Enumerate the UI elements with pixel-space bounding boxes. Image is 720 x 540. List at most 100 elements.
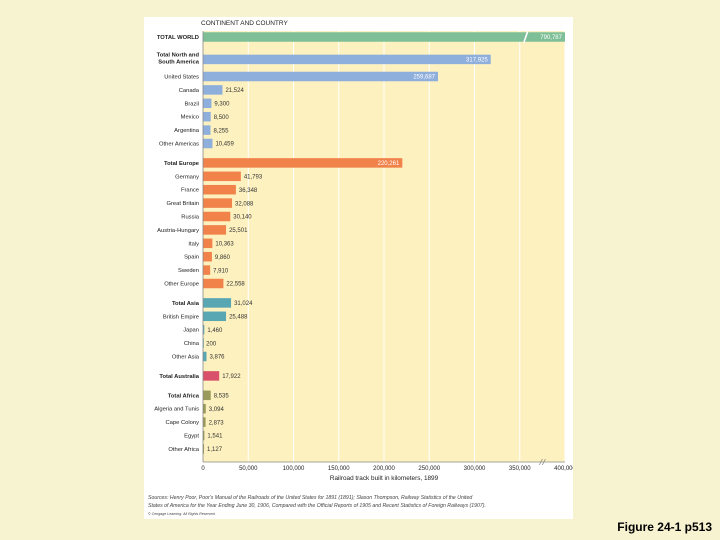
bar-algeria-and-tunis bbox=[203, 403, 206, 414]
value-label: 3,094 bbox=[209, 407, 225, 413]
x-tick-label: 150,000 bbox=[328, 466, 350, 472]
bar-egypt bbox=[203, 430, 205, 441]
value-label: 10,459 bbox=[215, 142, 234, 148]
bar-italy bbox=[203, 238, 213, 249]
bar-cape-colony bbox=[203, 417, 206, 427]
row-label: British Empire bbox=[163, 314, 199, 320]
figure-caption: Figure 24-1 p513 bbox=[617, 520, 712, 534]
x-tick-label: 350,000 bbox=[509, 466, 531, 472]
row-label: TOTAL WORLD bbox=[157, 35, 199, 41]
figure-panel: CONTINENT AND COUNTRY TOTAL WORLD 790,787 T… bbox=[144, 17, 573, 519]
bar-other-americas bbox=[203, 138, 213, 149]
value-label: 1,460 bbox=[207, 328, 223, 334]
value-label: 22,558 bbox=[226, 282, 245, 288]
bar-total-africa bbox=[203, 390, 211, 401]
row-label: Germany bbox=[175, 174, 199, 180]
x-tick-label: 0 bbox=[201, 466, 205, 472]
value-label: 9,300 bbox=[214, 102, 230, 108]
x-tick-label: 250,000 bbox=[418, 466, 440, 472]
bar-other-asia bbox=[203, 351, 207, 362]
value-label: 1,541 bbox=[207, 434, 223, 440]
bar-russia bbox=[203, 211, 231, 222]
value-label: 10,363 bbox=[215, 242, 234, 248]
x-axis-break-mark bbox=[539, 458, 543, 466]
value-label: 317,925 bbox=[466, 58, 488, 64]
x-tick-label: 50,000 bbox=[239, 466, 258, 472]
row-label: Other Asia bbox=[172, 355, 200, 361]
bar-brazil bbox=[203, 98, 212, 109]
row-label: China bbox=[184, 341, 200, 347]
bar-total-asia bbox=[203, 298, 232, 308]
row-label: Algeria and Tunis bbox=[154, 407, 199, 413]
row-label: Cape Colony bbox=[165, 420, 199, 426]
value-label: 8,255 bbox=[213, 128, 229, 134]
value-label: 8,500 bbox=[214, 115, 230, 121]
row-label: United States bbox=[164, 75, 199, 81]
value-label: 220,261 bbox=[378, 161, 400, 167]
row-label: Egypt bbox=[184, 434, 199, 440]
value-label: 32,088 bbox=[235, 201, 254, 207]
value-label: 25,488 bbox=[229, 315, 248, 321]
value-label: 7,910 bbox=[213, 268, 229, 274]
bar-other-africa bbox=[203, 444, 205, 454]
railroad-bar-chart: CONTINENT AND COUNTRY TOTAL WORLD 790,787 T… bbox=[148, 20, 573, 516]
row-label: Japan bbox=[183, 328, 199, 334]
bar-great-britain bbox=[203, 198, 233, 208]
value-label: 9,860 bbox=[215, 255, 231, 261]
row-label: Total Asia bbox=[172, 301, 200, 307]
bar-total-australia bbox=[203, 371, 220, 381]
value-label: 200 bbox=[206, 341, 217, 347]
value-label: 31,024 bbox=[234, 301, 253, 307]
row-label: Other Europe bbox=[164, 282, 199, 288]
bar-austria-hungary bbox=[203, 225, 227, 235]
bar-canada bbox=[203, 85, 223, 95]
row-label: Total Africa bbox=[168, 393, 200, 399]
bar-spain bbox=[203, 251, 212, 262]
value-label: 3,876 bbox=[210, 355, 226, 361]
value-label: 36,348 bbox=[239, 188, 258, 194]
row-label: Mexico bbox=[181, 115, 199, 121]
row-label: Total North and bbox=[157, 52, 200, 58]
row-label: Sweden bbox=[178, 268, 199, 274]
x-tick-label: 100,000 bbox=[283, 466, 305, 472]
row-label: Canada bbox=[179, 88, 200, 94]
row-label: Other Africa bbox=[168, 447, 199, 453]
bar-british-empire bbox=[203, 311, 227, 322]
row-label: Great Britain bbox=[166, 201, 199, 207]
row-label: Total Australia bbox=[159, 374, 199, 380]
value-label: 30,140 bbox=[233, 215, 252, 221]
x-axis-label: Railroad track built in kilometers, 1899 bbox=[330, 475, 439, 482]
x-tick-label: 300,000 bbox=[464, 466, 486, 472]
bar-other-europe bbox=[203, 278, 224, 289]
value-label: 790,787 bbox=[540, 35, 562, 41]
row-label: Russia bbox=[181, 215, 199, 221]
bar-total-europe bbox=[203, 158, 403, 168]
row-label: Italy bbox=[188, 241, 199, 247]
chart-title: CONTINENT AND COUNTRY bbox=[201, 20, 288, 27]
x-axis-break-mark bbox=[542, 458, 546, 466]
value-label: 8,535 bbox=[214, 394, 230, 400]
bar-germany bbox=[203, 171, 241, 182]
bar-total-north-and bbox=[203, 54, 491, 65]
value-label: 259,687 bbox=[413, 75, 435, 81]
source-line: States of America for the Year Ending Ju… bbox=[148, 503, 486, 509]
bar-argentina bbox=[203, 125, 211, 135]
value-label: 21,524 bbox=[225, 88, 244, 94]
row-label: Other Americas bbox=[159, 142, 199, 148]
bar-total-world bbox=[203, 32, 565, 42]
row-label: France bbox=[181, 188, 199, 194]
bar-france bbox=[203, 184, 236, 195]
row-label: Brazil bbox=[185, 101, 200, 107]
bar-united-states bbox=[203, 71, 439, 82]
bar-japan bbox=[203, 324, 205, 335]
x-tick-label-last: 400,000 bbox=[554, 466, 573, 472]
value-label: 41,793 bbox=[244, 175, 263, 181]
row-label: Argentina bbox=[174, 128, 200, 134]
row-label: Austria-Hungary bbox=[157, 228, 199, 234]
row-label: Total Europe bbox=[164, 161, 200, 167]
row-label-line2: South America bbox=[158, 59, 199, 65]
source-line: © Cengage Learning. All Rights Reserved. bbox=[148, 512, 216, 516]
value-label: 2,873 bbox=[209, 420, 225, 426]
row-label: Spain bbox=[184, 255, 199, 261]
bar-sweden bbox=[203, 265, 211, 275]
